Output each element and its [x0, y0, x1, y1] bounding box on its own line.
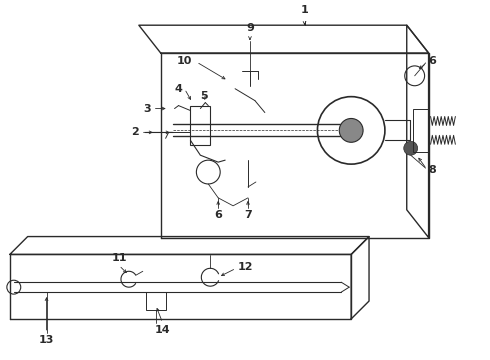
Text: 5: 5: [200, 91, 208, 101]
Text: 9: 9: [246, 23, 254, 33]
Text: 2: 2: [131, 127, 139, 138]
Text: 14: 14: [155, 325, 171, 335]
Circle shape: [404, 141, 417, 155]
Text: 6: 6: [214, 210, 222, 220]
Text: 6: 6: [429, 56, 437, 66]
Text: 10: 10: [177, 56, 193, 66]
Text: 1: 1: [301, 5, 308, 15]
Text: 7: 7: [244, 210, 252, 220]
Circle shape: [339, 118, 363, 142]
Text: 13: 13: [39, 335, 54, 345]
Text: 11: 11: [111, 253, 127, 264]
Text: 4: 4: [174, 84, 182, 94]
Text: 3: 3: [143, 104, 151, 113]
Text: 12: 12: [238, 262, 253, 272]
Text: 8: 8: [429, 165, 436, 175]
